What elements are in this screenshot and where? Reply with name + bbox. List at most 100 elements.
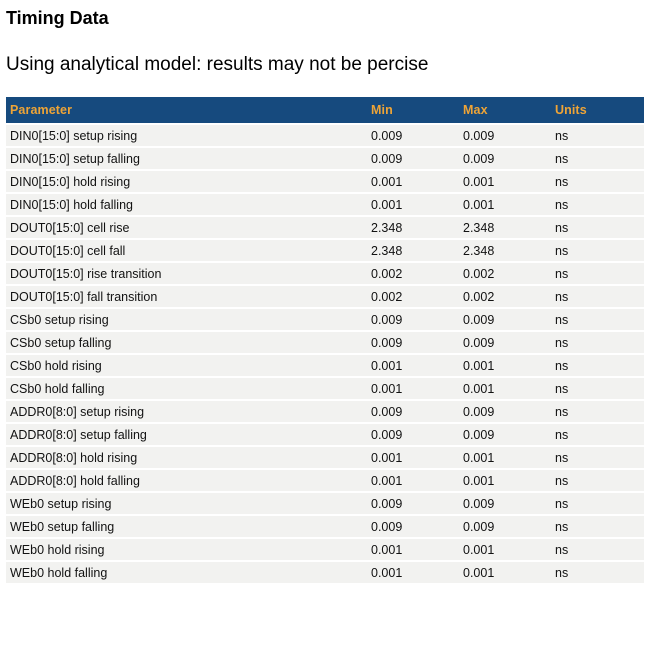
min-cell: 0.009 (367, 423, 459, 447)
min-cell: 0.001 (367, 561, 459, 585)
units-cell: ns (551, 423, 644, 447)
min-cell: 0.009 (367, 400, 459, 424)
parameter-cell: DOUT0[15:0] rise transition (6, 262, 367, 286)
min-cell: 0.009 (367, 515, 459, 539)
table-row: DOUT0[15:0] cell fall 2.348 2.348 ns (6, 239, 644, 263)
table-row: DIN0[15:0] hold rising 0.001 0.001 ns (6, 170, 644, 194)
max-cell: 0.002 (459, 285, 551, 309)
parameter-cell: DOUT0[15:0] cell fall (6, 239, 367, 263)
units-cell: ns (551, 492, 644, 516)
table-row: CSb0 hold falling 0.001 0.001 ns (6, 377, 644, 401)
parameter-cell: ADDR0[8:0] hold falling (6, 469, 367, 493)
units-cell: ns (551, 377, 644, 401)
max-cell: 0.001 (459, 170, 551, 194)
min-cell: 0.009 (367, 124, 459, 148)
min-cell: 2.348 (367, 216, 459, 240)
min-cell: 0.002 (367, 285, 459, 309)
max-cell: 0.001 (459, 469, 551, 493)
max-cell: 0.009 (459, 515, 551, 539)
parameter-cell: ADDR0[8:0] setup rising (6, 400, 367, 424)
table-row: DOUT0[15:0] cell rise 2.348 2.348 ns (6, 216, 644, 240)
max-cell: 0.001 (459, 377, 551, 401)
min-cell: 0.001 (367, 446, 459, 470)
column-header-parameter: Parameter (6, 97, 367, 125)
units-cell: ns (551, 285, 644, 309)
parameter-cell: DIN0[15:0] setup falling (6, 147, 367, 171)
parameter-cell: WEb0 hold falling (6, 561, 367, 585)
table-row: CSb0 setup rising 0.009 0.009 ns (6, 308, 644, 332)
parameter-cell: DIN0[15:0] setup rising (6, 124, 367, 148)
min-cell: 0.001 (367, 354, 459, 378)
min-cell: 0.001 (367, 170, 459, 194)
max-cell: 0.009 (459, 492, 551, 516)
units-cell: ns (551, 124, 644, 148)
table-row: WEb0 setup falling 0.009 0.009 ns (6, 515, 644, 539)
table-row: DIN0[15:0] hold falling 0.001 0.001 ns (6, 193, 644, 217)
table-row: ADDR0[8:0] setup falling 0.009 0.009 ns (6, 423, 644, 447)
min-cell: 0.009 (367, 492, 459, 516)
min-cell: 0.001 (367, 538, 459, 562)
max-cell: 0.009 (459, 308, 551, 332)
max-cell: 0.009 (459, 147, 551, 171)
parameter-cell: WEb0 setup falling (6, 515, 367, 539)
max-cell: 0.001 (459, 446, 551, 470)
page-subtitle: Using analytical model: results may not … (6, 54, 429, 75)
max-cell: 0.001 (459, 193, 551, 217)
table-row: DOUT0[15:0] fall transition 0.002 0.002 ns (6, 285, 644, 309)
units-cell: ns (551, 239, 644, 263)
parameter-cell: CSb0 setup rising (6, 308, 367, 332)
units-cell: ns (551, 400, 644, 424)
parameter-cell: CSb0 setup falling (6, 331, 367, 355)
units-cell: ns (551, 262, 644, 286)
parameter-cell: DOUT0[15:0] fall transition (6, 285, 367, 309)
table-row: CSb0 hold rising 0.001 0.001 ns (6, 354, 644, 378)
parameter-cell: DIN0[15:0] hold rising (6, 170, 367, 194)
min-cell: 2.348 (367, 239, 459, 263)
units-cell: ns (551, 308, 644, 332)
min-cell: 0.001 (367, 469, 459, 493)
table-row: WEb0 setup rising 0.009 0.009 ns (6, 492, 644, 516)
max-cell: 0.002 (459, 262, 551, 286)
table-header-row: Parameter Min Max Units (6, 97, 644, 125)
parameter-cell: DOUT0[15:0] cell rise (6, 216, 367, 240)
min-cell: 0.009 (367, 331, 459, 355)
max-cell: 2.348 (459, 239, 551, 263)
units-cell: ns (551, 216, 644, 240)
parameter-cell: WEb0 setup rising (6, 492, 367, 516)
table-row: WEb0 hold rising 0.001 0.001 ns (6, 538, 644, 562)
table-row: DIN0[15:0] setup falling 0.009 0.009 ns (6, 147, 644, 171)
min-cell: 0.009 (367, 308, 459, 332)
units-cell: ns (551, 193, 644, 217)
table-row: DIN0[15:0] setup rising 0.009 0.009 ns (6, 124, 644, 148)
column-header-min: Min (367, 97, 459, 125)
column-header-max: Max (459, 97, 551, 125)
units-cell: ns (551, 446, 644, 470)
units-cell: ns (551, 538, 644, 562)
column-header-units: Units (551, 97, 644, 125)
units-cell: ns (551, 469, 644, 493)
parameter-cell: WEb0 hold rising (6, 538, 367, 562)
timing-data-table: Parameter Min Max Units DIN0[15:0] setup… (6, 97, 644, 585)
parameter-cell: ADDR0[8:0] setup falling (6, 423, 367, 447)
table-row: ADDR0[8:0] hold falling 0.001 0.001 ns (6, 469, 644, 493)
units-cell: ns (551, 147, 644, 171)
table-row: ADDR0[8:0] hold rising 0.001 0.001 ns (6, 446, 644, 470)
max-cell: 0.009 (459, 331, 551, 355)
table-row: DOUT0[15:0] rise transition 0.002 0.002 ns (6, 262, 644, 286)
min-cell: 0.002 (367, 262, 459, 286)
min-cell: 0.009 (367, 147, 459, 171)
max-cell: 2.348 (459, 216, 551, 240)
max-cell: 0.009 (459, 124, 551, 148)
table-row: CSb0 setup falling 0.009 0.009 ns (6, 331, 644, 355)
parameter-cell: CSb0 hold rising (6, 354, 367, 378)
parameter-cell: ADDR0[8:0] hold rising (6, 446, 367, 470)
parameter-cell: DIN0[15:0] hold falling (6, 193, 367, 217)
min-cell: 0.001 (367, 377, 459, 401)
max-cell: 0.009 (459, 400, 551, 424)
units-cell: ns (551, 561, 644, 585)
table-row: WEb0 hold falling 0.001 0.001 ns (6, 561, 644, 585)
page-title: Timing Data (6, 8, 109, 28)
units-cell: ns (551, 354, 644, 378)
min-cell: 0.001 (367, 193, 459, 217)
units-cell: ns (551, 515, 644, 539)
